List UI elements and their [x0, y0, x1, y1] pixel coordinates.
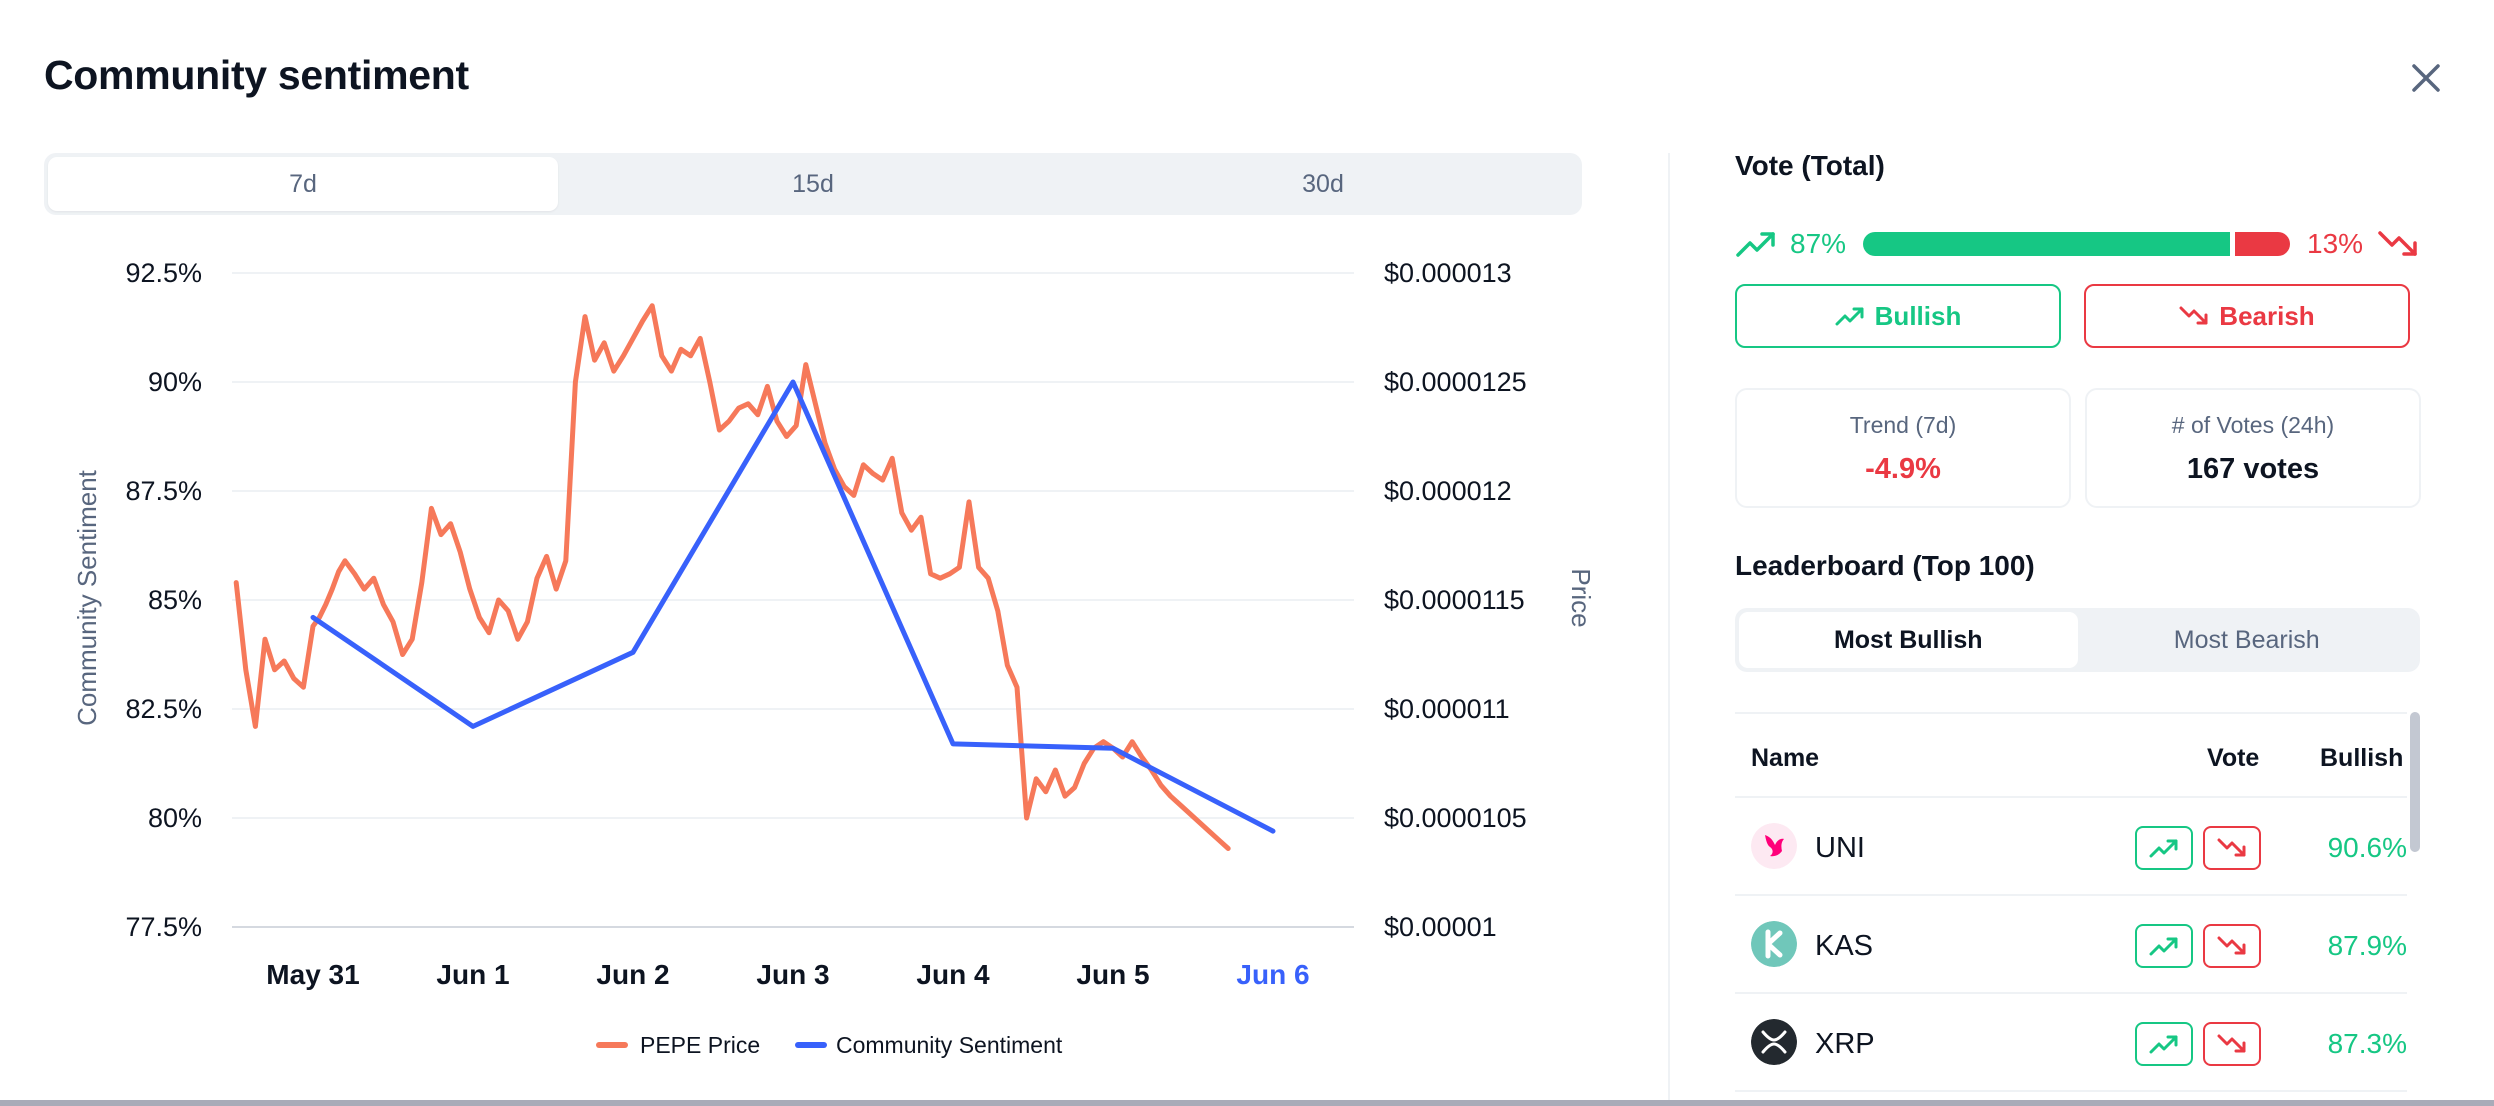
- column-header-vote: Vote: [2207, 744, 2260, 772]
- coin-symbol: KAS: [1815, 930, 1874, 962]
- window-bottom-edge: [0, 1100, 2494, 1106]
- y-axis-left-ticks: 92.5% 90% 87.5% 85% 82.5% 80% 77.5%: [125, 258, 202, 942]
- legend-swatch-sentiment: [795, 1042, 827, 1048]
- trending-up-icon: [2149, 937, 2178, 956]
- trend-card: Trend (7d) -4.9%: [1735, 388, 2071, 508]
- bullish-percentage: 87.3%: [2327, 1028, 2407, 1059]
- sentiment-price-chart: 92.5%90%87.5%85%82.5%80%77.5% $0.000013$…: [72, 258, 1596, 1058]
- modal-title: Community sentiment: [44, 52, 469, 98]
- x-tick-label: Jun 5: [1076, 959, 1149, 990]
- trend-value: -4.9%: [1865, 453, 1941, 485]
- bearish-button-label: Bearish: [2219, 300, 2315, 331]
- kaspa-logo-icon: [1751, 921, 1797, 967]
- bullish-button-label: Bullish: [1874, 300, 1962, 331]
- y-right-tick-label: $0.000012: [1384, 476, 1512, 506]
- uniswap-logo-icon: [1751, 823, 1797, 869]
- legend-item-community-sentiment[interactable]: Community Sentiment: [836, 1032, 1063, 1058]
- x-tick-label: Jun 2: [596, 959, 669, 990]
- bullish-percentage: 87%: [1790, 228, 1847, 259]
- vote-bar-bearish: [2235, 232, 2290, 256]
- trending-up-icon: [2149, 839, 2178, 858]
- x-tick-label: Jun 4: [916, 959, 990, 990]
- trending-down-icon: [2217, 838, 2246, 857]
- y-right-tick-label: $0.000013: [1384, 258, 1512, 288]
- bearish-button[interactable]: Bearish: [2084, 284, 2410, 348]
- votes-label: # of Votes (24h): [2171, 412, 2335, 438]
- votes-card: # of Votes (24h) 167 votes: [2085, 388, 2421, 508]
- y-left-tick-label: 77.5%: [125, 912, 202, 942]
- column-header-bullish: Bullish: [2320, 744, 2404, 772]
- chart-grid: [232, 272, 1354, 928]
- vote-bullish-button[interactable]: [2135, 1022, 2193, 1066]
- x-axis-ticks: May 31 Jun 1 Jun 2 Jun 3 Jun 4 Jun 5 Jun 6: [266, 959, 1309, 990]
- tab-7d[interactable]: 7d: [48, 157, 558, 211]
- vote-ratio-bar: [1863, 232, 2290, 256]
- votes-value: 167 votes: [2186, 453, 2320, 485]
- trending-down-icon: [2378, 231, 2417, 256]
- y-left-tick-label: 80%: [148, 803, 202, 833]
- y-left-tick-label: 87.5%: [125, 476, 202, 506]
- y-right-tick-label: $0.0000105: [1384, 803, 1527, 833]
- y-left-tick-label: 92.5%: [125, 258, 202, 288]
- leaderboard-tabs: Most Bullish Most Bearish: [1735, 608, 2420, 672]
- chart-legend[interactable]: PEPE Price Community Sentiment: [596, 1032, 1063, 1058]
- vote-bearish-button[interactable]: [2203, 1022, 2261, 1066]
- x-tick-label: May 31: [266, 959, 359, 990]
- panel-divider: [1668, 153, 1670, 1100]
- x-tick-label: Jun 3: [756, 959, 829, 990]
- y-right-tick-label: $0.000011: [1384, 694, 1510, 724]
- tab-most-bullish[interactable]: Most Bullish: [1739, 612, 2078, 668]
- leaderboard-scrollbar[interactable]: [2410, 712, 2420, 852]
- close-icon[interactable]: [2404, 56, 2448, 100]
- tab-15d[interactable]: 15d: [792, 169, 834, 198]
- trend-label: Trend (7d): [1849, 412, 1957, 438]
- x-tick-label: Jun 1: [436, 959, 509, 990]
- coin-symbol: XRP: [1815, 1028, 1875, 1060]
- vote-bearish-button[interactable]: [2203, 924, 2261, 968]
- vote-total-bar-row: 87% 13%: [1735, 224, 2420, 264]
- xrp-logo-icon: [1751, 1019, 1797, 1065]
- tab-most-bearish[interactable]: Most Bearish: [2173, 625, 2320, 654]
- trending-up-icon: [2149, 1035, 2178, 1054]
- bullish-button[interactable]: Bullish: [1735, 284, 2061, 348]
- bullish-percentage: 90.6%: [2327, 832, 2407, 863]
- table-header: Name Vote Bullish: [1735, 712, 2407, 798]
- y-axis-right-ticks: $0.000013 $0.0000125 $0.000012 $0.0000115 $0…: [1384, 258, 1527, 942]
- x-tick-label: Jun 6: [1236, 959, 1309, 990]
- tab-30d[interactable]: 30d: [1302, 169, 1344, 198]
- leaderboard-title: Leaderboard (Top 100): [1735, 550, 2035, 581]
- y-left-tick-label: 82.5%: [125, 694, 202, 724]
- y-left-tick-label: 90%: [148, 367, 202, 397]
- series-line-pepe-price: [233, 303, 1231, 851]
- y-right-tick-label: $0.00001: [1384, 912, 1497, 942]
- trending-down-icon: [2179, 306, 2208, 325]
- trending-down-icon: [2217, 1034, 2246, 1053]
- y-axis-right-label: Price: [1566, 568, 1596, 627]
- table-row[interactable]: XRP 87.3%: [1735, 994, 2407, 1092]
- trending-down-icon: [2217, 936, 2246, 955]
- vote-bullish-button[interactable]: [2135, 826, 2193, 870]
- trending-up-icon: [1736, 232, 1775, 257]
- table-row[interactable]: KAS 87.9%: [1735, 896, 2407, 994]
- column-header-name: Name: [1751, 744, 1820, 772]
- coin-symbol: UNI: [1815, 832, 1865, 864]
- series-line-community-sentiment: [310, 379, 1276, 834]
- vote-bullish-button[interactable]: [2135, 924, 2193, 968]
- table-row[interactable]: UNI 90.6%: [1735, 798, 2407, 896]
- bearish-percentage: 13%: [2307, 228, 2364, 259]
- y-right-tick-label: $0.0000115: [1384, 585, 1525, 615]
- vote-bar-bullish: [1863, 232, 2231, 256]
- y-left-tick-label: 85%: [148, 585, 202, 615]
- trending-up-icon: [1835, 307, 1864, 326]
- legend-swatch-price: [596, 1042, 628, 1048]
- vote-bearish-button[interactable]: [2203, 826, 2261, 870]
- leaderboard-table: Name Vote Bullish UNI 90.6% KAS: [1735, 712, 2407, 1092]
- time-range-tabs: 7d 15d 30d: [44, 153, 1582, 215]
- legend-item-pepe-price[interactable]: PEPE Price: [640, 1032, 760, 1058]
- vote-total-title: Vote (Total): [1735, 150, 1885, 181]
- bullish-percentage: 87.9%: [2327, 930, 2407, 961]
- y-axis-left-label: Community Sentiment: [72, 469, 102, 726]
- y-right-tick-label: $0.0000125: [1384, 367, 1527, 397]
